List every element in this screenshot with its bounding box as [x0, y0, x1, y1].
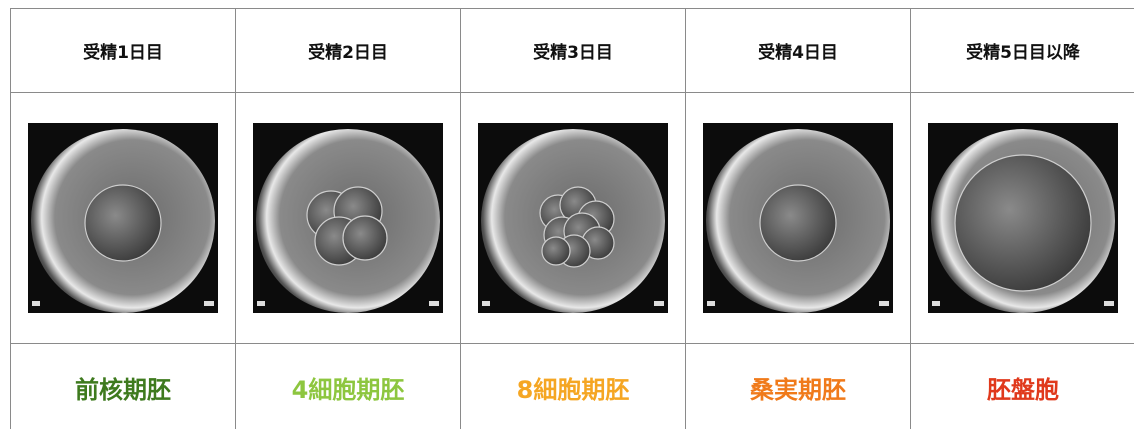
header-cell: 受精5日目以降 — [910, 8, 1134, 93]
image-cell — [685, 92, 911, 344]
image-row — [10, 92, 1134, 344]
stage-label: 4細胞期胚 — [235, 343, 461, 429]
header-cell: 受精1日目 — [10, 8, 236, 93]
image-cell — [460, 92, 686, 344]
embryo-table: 受精1日目 受精2日目 受精3日目 受精4日目 受精5日目以降 — [10, 8, 1134, 429]
image-cell — [10, 92, 236, 344]
header-cell: 受精2日目 — [235, 8, 461, 93]
embryo-image — [253, 123, 443, 313]
embryo-image — [28, 123, 218, 313]
image-cell — [235, 92, 461, 344]
header-cell: 受精3日目 — [460, 8, 686, 93]
stage-label: 前核期胚 — [10, 343, 236, 429]
embryo-image — [928, 123, 1118, 313]
embryo-image — [478, 123, 668, 313]
stage-label: 桑実期胚 — [685, 343, 911, 429]
header-cell: 受精4日目 — [685, 8, 911, 93]
stage-label: 8細胞期胚 — [460, 343, 686, 429]
table-container: 受精1日目 受精2日目 受精3日目 受精4日目 受精5日目以降 — [10, 8, 1134, 429]
image-cell — [910, 92, 1134, 344]
stage-row: 前核期胚 4細胞期胚 8細胞期胚 桑実期胚 胚盤胞 — [10, 343, 1134, 429]
header-row: 受精1日目 受精2日目 受精3日目 受精4日目 受精5日目以降 — [10, 8, 1134, 93]
stage-label: 胚盤胞 — [910, 343, 1134, 429]
embryo-image — [703, 123, 893, 313]
